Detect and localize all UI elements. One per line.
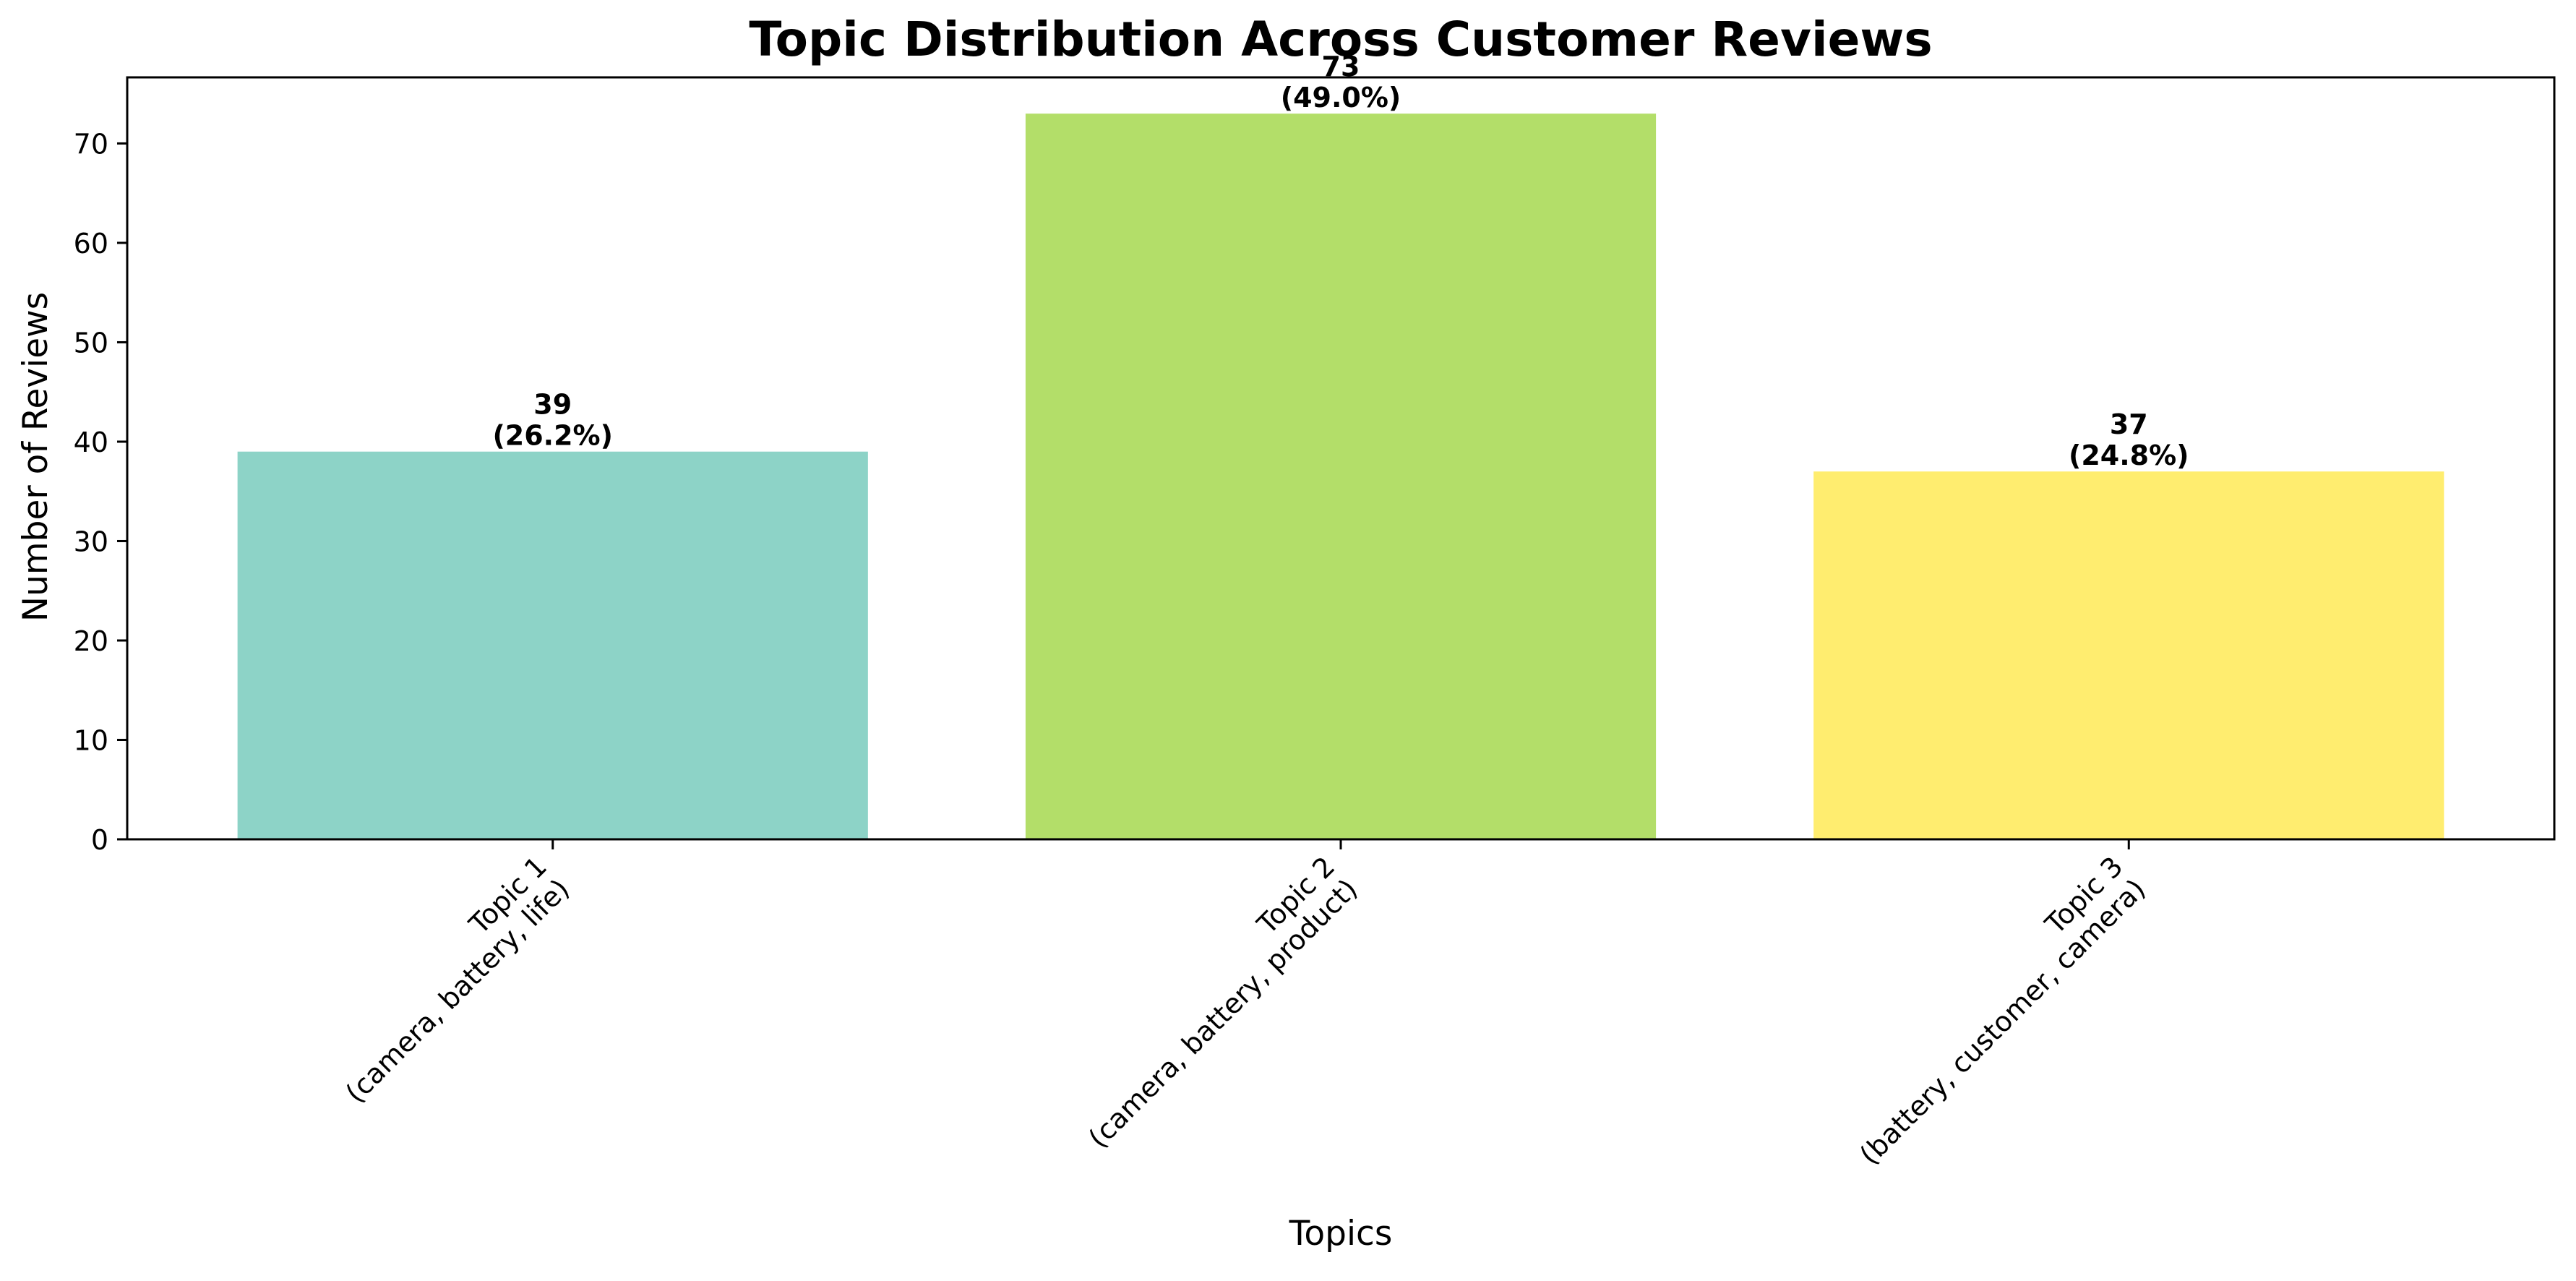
bar	[237, 451, 868, 839]
y-tick-label: 20	[74, 625, 108, 657]
y-tick-label: 30	[74, 526, 108, 557]
bar-value-label-line: (24.8%)	[2069, 440, 2189, 471]
x-axis-label: Topics	[1289, 1214, 1393, 1254]
y-tick-label: 10	[74, 724, 108, 756]
bar-value-label: 37 (24.8%)	[2069, 408, 2189, 471]
bar-value-label-line: (26.2%)	[492, 420, 613, 452]
y-tick-label: 0	[91, 824, 108, 856]
bar-value-label-line: 39	[533, 389, 572, 421]
bar	[1813, 471, 2444, 839]
y-tick-label: 50	[74, 327, 108, 359]
bar	[1025, 113, 1657, 839]
y-axis-label: Number of Reviews	[16, 292, 56, 622]
y-tick-label: 40	[74, 427, 108, 458]
chart-title: Topic Distribution Across Customer Revie…	[749, 12, 1932, 67]
bar-value-label-line: (49.0%)	[1281, 82, 1401, 113]
y-tick-label: 70	[74, 128, 108, 160]
y-tick-label: 60	[74, 228, 108, 260]
bar-value-label-line: 37	[2110, 408, 2148, 440]
bar-value-label: 39 (26.2%)	[492, 389, 613, 452]
